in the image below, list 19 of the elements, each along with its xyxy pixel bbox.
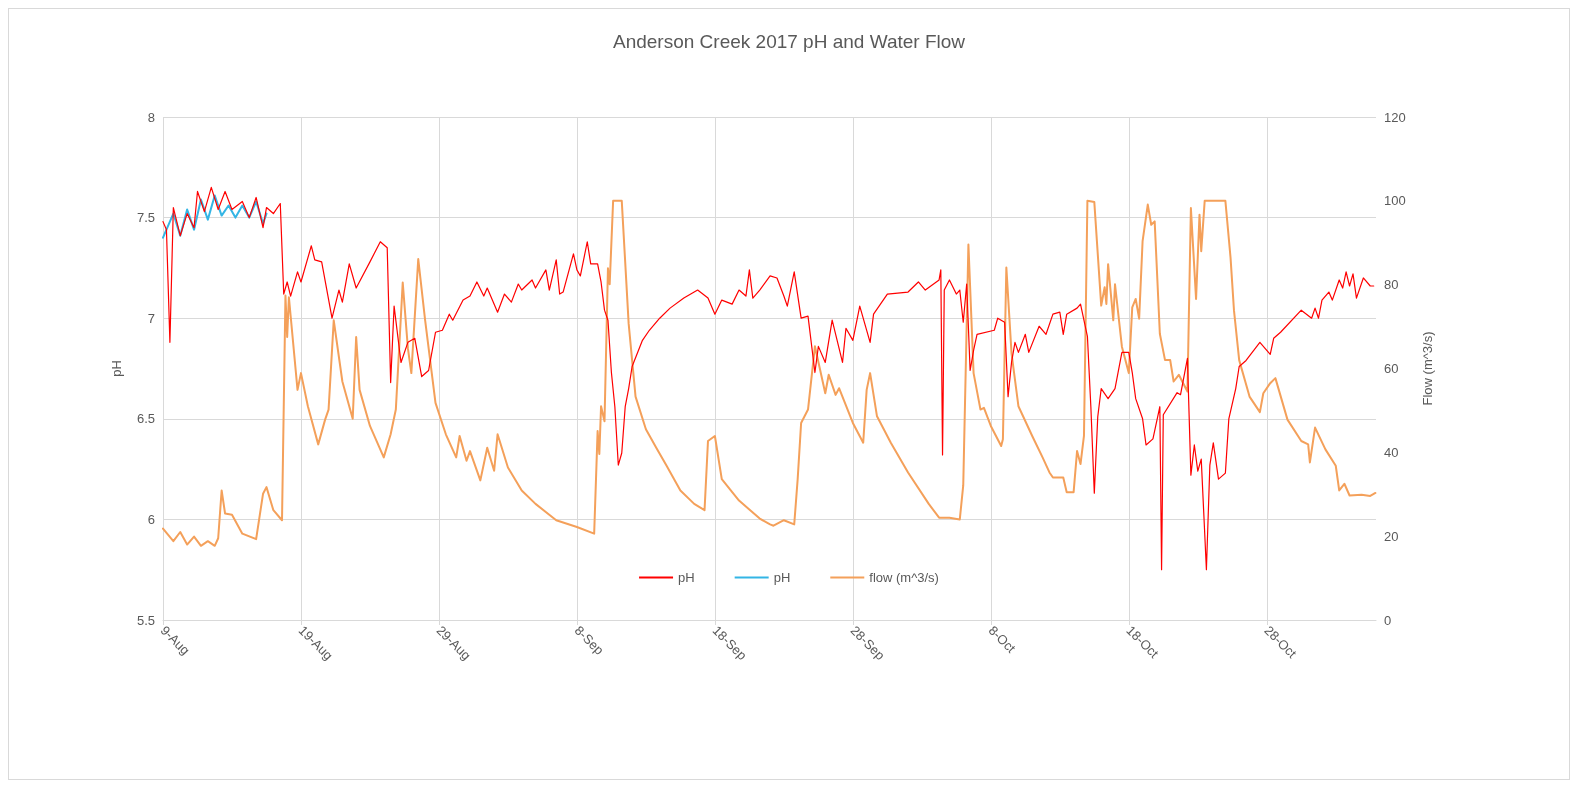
y2-tick-label: 40 [1384,444,1399,460]
y2-tick-label: 20 [1384,528,1399,544]
y-tick-label: 7.5 [136,210,155,226]
y2-tick-label: 60 [1384,361,1399,376]
y-tick-label: 5.5 [136,612,155,628]
legend-label: flow (m^3/s) [869,570,939,585]
y2-tick-label: 120 [1384,109,1406,125]
y-tick-label: 8 [147,109,155,125]
chart-title: Anderson Creek 2017 pH and Water Flow [612,31,966,52]
y-tick-label: 7 [147,310,155,326]
y2-tick-label: 80 [1384,277,1399,293]
y-tick-label: 6.5 [136,411,155,427]
y2-tick-label: 100 [1384,193,1406,209]
y-axis-title: pH [109,360,124,377]
legend-label: pH [773,570,791,585]
y2-tick-label: 0 [1384,612,1392,628]
y-tick-label: 6 [147,511,155,527]
legend-label: pH [678,570,695,585]
y2-axis-title: Flow (m^3/s) [1420,331,1435,406]
